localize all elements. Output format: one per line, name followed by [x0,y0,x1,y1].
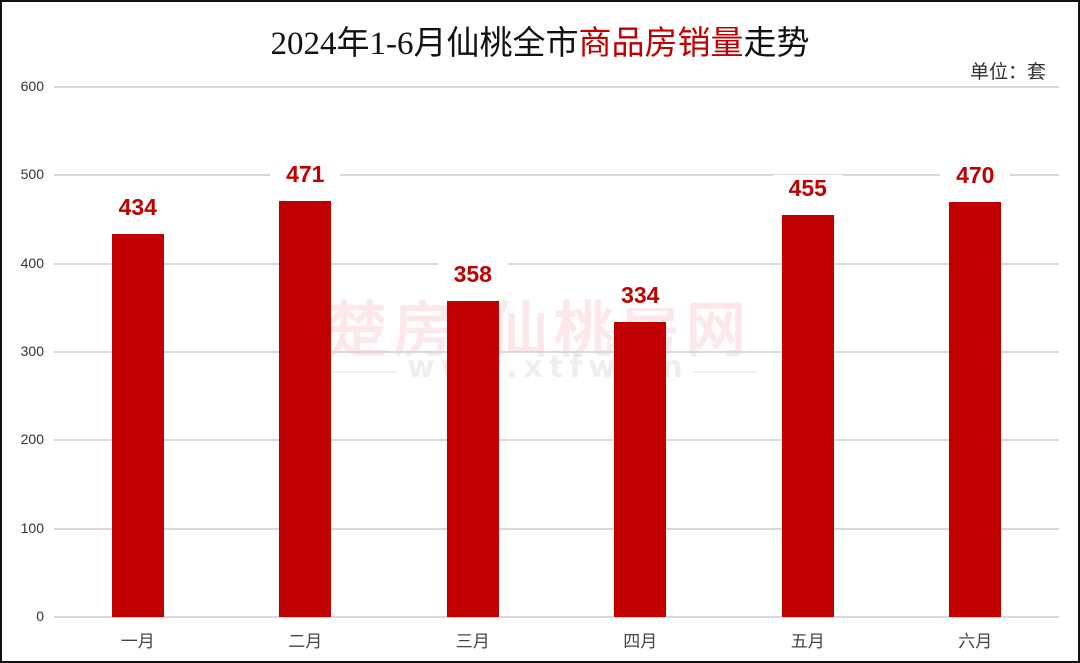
x-tick-label: 四月 [623,632,658,651]
data-label: 334 [605,281,676,308]
title-part-highlight: 商品房销量 [578,26,744,62]
gridline [54,527,1059,530]
plot-area: 0 100 200 300 400 500 600 434 一月 471 二月 358 三月 334 四月 4… [21,78,1059,651]
bar [446,300,499,617]
bar [781,215,834,617]
gridline [54,439,1059,442]
watermark-line-right [692,371,757,373]
y-tick-label: 100 [20,519,44,536]
gridline [54,174,1059,177]
x-tick-label: 三月 [455,632,490,651]
chart-title: 2024年1-6月仙桃全市商品房销量走势 [2,16,1078,64]
data-label: 471 [270,160,341,187]
gridline [54,351,1059,353]
y-tick-label: 600 [20,78,44,94]
y-tick-label: 0 [36,608,44,624]
y-tick-label: 400 [20,254,44,271]
data-label: 434 [102,193,173,220]
title-part-1: 2024年1-6月仙桃全市 [270,26,579,62]
x-tick-label: 二月 [288,632,323,651]
data-label: 470 [940,161,1011,188]
x-tick-label: 六月 [958,632,993,651]
bar [949,201,1002,617]
bar [614,321,667,617]
y-tick-label: 500 [20,166,44,183]
y-tick-label: 200 [20,431,44,448]
gridline [54,262,1059,265]
data-label: 358 [437,260,508,287]
bar [111,233,164,617]
y-tick-label: 300 [20,343,44,359]
watermark-line-left [332,371,397,373]
watermark-main: 楚房·仙桃房网 [327,296,752,366]
unit-label: 单位：套 [969,62,1046,83]
gridline [54,86,1059,88]
x-tick-label: 五月 [790,632,825,651]
gridline [54,616,1059,618]
x-tick-label: 一月 [120,632,155,651]
bar [279,200,332,617]
title-part-3: 走势 [743,26,810,62]
data-label: 455 [772,175,843,202]
